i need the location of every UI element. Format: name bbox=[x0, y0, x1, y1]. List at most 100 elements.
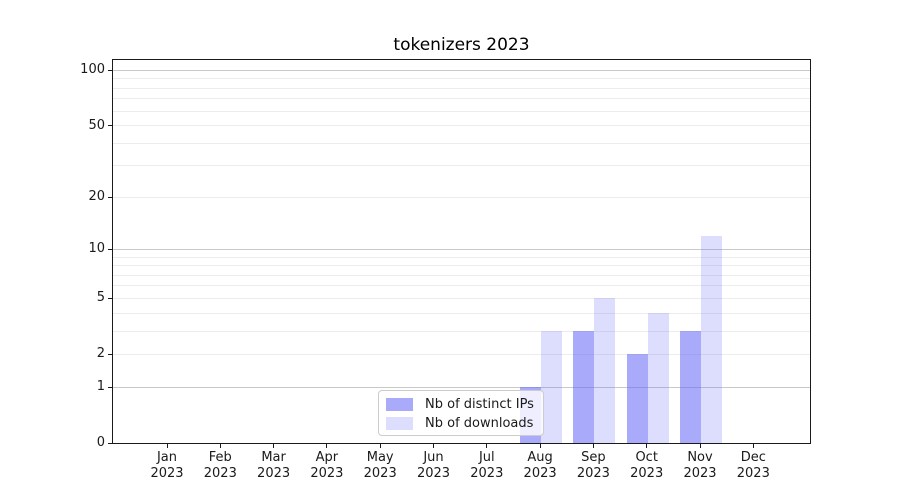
y-tick-mark bbox=[108, 69, 112, 71]
x-tick-month: Jul bbox=[478, 450, 495, 465]
y-tick-label: 10 bbox=[88, 241, 105, 257]
y-tick-mark bbox=[108, 125, 112, 127]
gridline-minor bbox=[113, 98, 810, 100]
bar-downloads bbox=[594, 298, 616, 443]
legend-item-distinct-ips: Nb of distinct IPs bbox=[386, 395, 535, 414]
x-tick-month: Aug bbox=[527, 450, 553, 465]
x-tick-label: Aug 2023 bbox=[513, 450, 567, 482]
gridline-minor bbox=[113, 330, 810, 332]
gridline-minor bbox=[113, 297, 810, 299]
x-tick-year: 2023 bbox=[576, 466, 610, 481]
x-tick-mark bbox=[219, 444, 221, 448]
bar-distinct-ips bbox=[573, 331, 595, 443]
bar-distinct-ips bbox=[680, 331, 701, 443]
legend-label-distinct-ips: Nb of distinct IPs bbox=[425, 397, 534, 412]
legend-item-downloads: Nb of downloads bbox=[386, 414, 535, 433]
x-tick-year: 2023 bbox=[203, 466, 237, 481]
x-tick-month: Apr bbox=[315, 450, 339, 465]
y-tick-mark bbox=[108, 196, 112, 198]
x-tick-label: Sep 2023 bbox=[566, 450, 620, 482]
y-tick-label: 5 bbox=[96, 290, 105, 306]
y-tick-label: 1 bbox=[96, 379, 105, 395]
x-tick-mark bbox=[379, 444, 381, 448]
gridline-major bbox=[113, 386, 810, 388]
x-tick-label: May 2023 bbox=[353, 450, 407, 482]
x-tick-mark bbox=[273, 444, 275, 448]
legend: Nb of distinct IPs Nb of downloads bbox=[378, 390, 544, 436]
x-tick-label: Nov 2023 bbox=[673, 450, 727, 482]
bar-downloads bbox=[647, 313, 669, 443]
x-tick-year: 2023 bbox=[630, 466, 664, 481]
x-tick-month: Oct bbox=[635, 450, 658, 465]
legend-label-downloads: Nb of downloads bbox=[425, 416, 534, 431]
gridline-minor bbox=[113, 285, 810, 287]
x-tick-month: Jan bbox=[156, 450, 178, 465]
y-tick-mark bbox=[108, 353, 112, 355]
gridline-minor bbox=[113, 165, 810, 167]
gridline-minor bbox=[113, 353, 810, 355]
x-tick-label: Mar 2023 bbox=[247, 450, 301, 482]
x-tick-mark bbox=[326, 444, 328, 448]
bar-distinct-ips bbox=[626, 354, 648, 443]
x-tick-label: Dec 2023 bbox=[726, 450, 780, 482]
x-tick-year: 2023 bbox=[736, 466, 770, 481]
gridline-major bbox=[113, 248, 810, 250]
x-tick-label: Oct 2023 bbox=[620, 450, 674, 482]
x-tick-mark bbox=[539, 444, 541, 448]
x-tick-mark bbox=[752, 444, 754, 448]
bar-downloads bbox=[701, 235, 722, 443]
x-tick-month: Feb bbox=[208, 450, 232, 465]
x-tick-mark bbox=[433, 444, 434, 448]
chart-title: tokenizers 2023 bbox=[393, 35, 530, 55]
y-tick-label: 0 bbox=[96, 435, 105, 450]
gridline-minor bbox=[113, 265, 810, 267]
x-tick-month: Mar bbox=[261, 450, 286, 465]
x-tick-year: 2023 bbox=[310, 466, 344, 481]
x-tick-label: Apr 2023 bbox=[300, 450, 354, 482]
x-tick-year: 2023 bbox=[150, 466, 184, 481]
x-tick-label: Jun 2023 bbox=[407, 450, 461, 482]
x-tick-year: 2023 bbox=[363, 466, 397, 481]
y-tick-label: 100 bbox=[80, 62, 105, 78]
x-tick-mark bbox=[646, 444, 648, 448]
x-tick-month: May bbox=[366, 450, 394, 465]
gridline-minor bbox=[113, 312, 810, 314]
gridline-minor bbox=[113, 78, 810, 80]
gridline-minor bbox=[113, 274, 810, 276]
x-tick-month: Dec bbox=[740, 450, 766, 465]
y-tick-mark bbox=[108, 297, 112, 299]
y-tick-mark bbox=[108, 248, 112, 250]
x-tick-mark bbox=[592, 444, 594, 448]
gridline-minor bbox=[113, 256, 810, 258]
legend-swatch-distinct-ips bbox=[386, 398, 413, 411]
x-tick-label: Feb 2023 bbox=[193, 450, 247, 482]
x-tick-label: Jul 2023 bbox=[460, 450, 514, 482]
x-tick-year: 2023 bbox=[470, 466, 504, 481]
x-tick-year: 2023 bbox=[683, 466, 717, 481]
gridline-major bbox=[113, 69, 810, 71]
x-tick-mark bbox=[486, 444, 488, 448]
x-tick-month: Sep bbox=[581, 450, 606, 465]
x-tick-month: Nov bbox=[687, 450, 713, 465]
bar-downloads bbox=[541, 331, 563, 443]
plot-area bbox=[112, 59, 811, 444]
x-tick-mark bbox=[166, 444, 168, 448]
y-tick-mark bbox=[108, 442, 112, 444]
x-tick-year: 2023 bbox=[416, 466, 451, 481]
y-tick-mark bbox=[108, 386, 112, 388]
legend-swatch-downloads bbox=[386, 417, 413, 430]
gridline-minor bbox=[113, 196, 810, 198]
y-tick-label: 2 bbox=[96, 346, 105, 362]
x-tick-year: 2023 bbox=[257, 466, 291, 481]
gridline-minor bbox=[113, 87, 810, 89]
x-tick-label: Jan 2023 bbox=[140, 450, 194, 482]
y-tick-label: 50 bbox=[88, 117, 105, 133]
x-tick-month: Jun bbox=[423, 450, 444, 465]
gridline-minor bbox=[113, 142, 810, 144]
y-tick-label: 20 bbox=[88, 189, 105, 205]
gridline-minor bbox=[113, 110, 810, 112]
x-tick-mark bbox=[699, 444, 701, 448]
gridline-minor bbox=[113, 125, 810, 127]
x-tick-year: 2023 bbox=[523, 466, 557, 481]
